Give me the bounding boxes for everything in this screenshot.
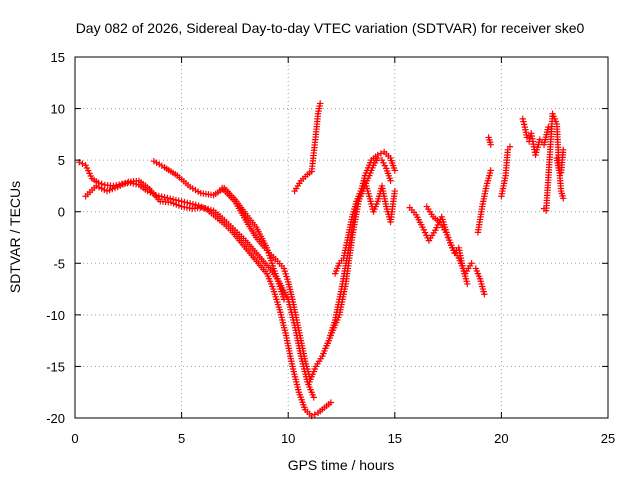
x-tick-label: 10 [281,431,295,446]
y-tick-label: 10 [51,102,65,117]
data-points [76,100,567,420]
data-point [381,162,389,169]
data-point [378,156,386,164]
data-point [391,187,398,195]
x-tick-label: 15 [388,431,402,446]
data-point [545,123,552,131]
y-axis-label: SDTVAR / TECUs [7,181,23,293]
data-point [280,296,288,303]
data-point [481,291,488,298]
x-tick-label: 0 [71,431,78,446]
data-point [468,260,475,267]
data-point [192,201,200,209]
data-point [316,100,324,107]
data-point [387,177,394,184]
y-tick-label: 15 [51,50,65,65]
y-tick-label: -20 [46,411,65,426]
y-tick-label: -10 [46,308,65,323]
data-point [311,411,319,418]
data-point [519,115,526,123]
data-point [310,394,317,401]
y-tick-label: -15 [46,359,65,374]
data-point [158,193,165,200]
data-point [464,280,471,288]
data-point [560,146,567,154]
data-point [487,167,494,174]
data-point [79,160,86,167]
y-tick-label: -5 [53,256,65,271]
data-point [391,167,398,174]
data-point [189,200,197,208]
data-point [147,189,154,196]
x-tick-label: 20 [494,431,508,446]
data-point [520,118,527,125]
data-point [523,134,531,141]
plot-frame [74,56,609,419]
data-point [164,194,171,202]
data-point [560,195,567,202]
data-point [487,141,494,148]
data-point [506,143,514,150]
data-point [198,203,205,211]
data-point [520,121,528,128]
data-point [167,195,174,202]
chart-title: Day 082 of 2026, Sidereal Day-to-day VTE… [76,20,585,36]
x-axis-label: GPS time / hours [288,457,395,473]
data-point [161,194,168,201]
x-tick-label: 5 [178,431,185,446]
x-tick-label: 25 [601,431,615,446]
y-tick-label: 5 [58,153,65,168]
axis-ticks: 0 5 10 15 20 25 -20 -15 -10 -5 0 5 10 15 [46,50,615,446]
data-point [327,399,335,406]
y-tick-label: 0 [58,205,65,220]
grid [75,57,608,418]
data-point [380,159,387,167]
